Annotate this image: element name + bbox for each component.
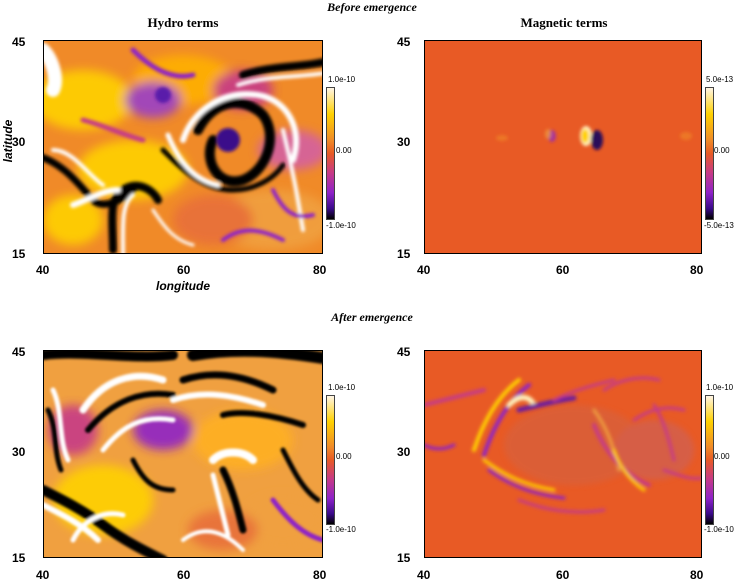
colorbar-tick-max: 1.0e-10 [328,383,356,392]
x-tick-40: 40 [417,263,431,277]
x-axis-label: longitude [156,279,210,293]
colorbar-tick-zero: 0.00 [336,452,352,461]
x-tick-80: 80 [313,568,327,582]
y-tick-30: 30 [397,445,411,459]
colorbar-tick-zero: 0.00 [714,146,730,155]
colorbar-tick-min: -5.0e-13 [704,221,734,230]
x-tick-40: 40 [36,263,50,277]
colorbar-tick-zero: 0.00 [336,146,352,155]
x-tick-40: 40 [417,568,431,582]
x-tick-60: 60 [556,263,570,277]
x-tick-60: 60 [556,568,570,582]
colorbar-tick-zero: 0.00 [714,452,730,461]
x-tick-80: 80 [690,568,704,582]
y-tick-30: 30 [12,135,26,149]
x-tick-40: 40 [36,568,50,582]
y-tick-30: 30 [397,135,411,149]
colorbar-hydro-after [326,395,335,525]
y-tick-30: 30 [12,445,26,459]
y-tick-45: 45 [397,35,411,49]
heatmap-hydro-before [43,40,323,254]
y-tick-45: 45 [12,35,26,49]
x-tick-60: 60 [177,568,191,582]
column-title-magnetic: Magnetic terms [520,15,608,30]
y-tick-15: 15 [12,247,26,261]
y-tick-45: 45 [397,345,411,359]
y-tick-15: 15 [12,551,26,565]
x-tick-60: 60 [177,263,191,277]
colorbar-tick-max: 5.0e-13 [706,75,734,84]
y-tick-15: 15 [397,247,411,261]
colorbar-magnetic-before [705,87,714,220]
section-title-before: Before emergence [327,0,417,14]
section-title-after: After emergence [331,310,413,324]
colorbar-tick-min: -1.0e-10 [326,525,356,534]
x-tick-80: 80 [313,263,327,277]
colorbar-tick-max: 1.0e-10 [328,75,356,84]
x-tick-80: 80 [690,263,704,277]
colorbar-tick-min: -1.0e-10 [326,221,356,230]
y-tick-15: 15 [397,551,411,565]
column-title-hydro: Hydro terms [147,15,219,30]
heatmap-magnetic-before [424,40,702,254]
colorbar-tick-max: 1.0e-10 [706,383,734,392]
heatmap-magnetic-after [424,350,702,558]
y-tick-45: 45 [12,345,26,359]
heatmap-hydro-after [43,350,323,558]
colorbar-tick-min: -1.0e-10 [704,525,734,534]
colorbar-hydro-before [326,87,335,220]
colorbar-magnetic-after [705,395,714,525]
